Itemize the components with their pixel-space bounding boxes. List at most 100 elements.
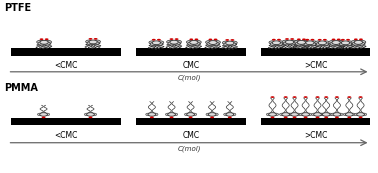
Circle shape	[44, 40, 51, 44]
Circle shape	[311, 39, 314, 41]
Circle shape	[288, 113, 294, 116]
Circle shape	[280, 113, 285, 116]
Circle shape	[273, 113, 279, 116]
Circle shape	[304, 42, 311, 45]
Bar	[261, 118, 370, 125]
Circle shape	[269, 113, 276, 116]
Circle shape	[212, 113, 218, 116]
Circle shape	[209, 41, 217, 44]
Circle shape	[294, 40, 301, 44]
Circle shape	[226, 41, 234, 45]
Circle shape	[44, 113, 50, 116]
Text: CMC: CMC	[182, 61, 200, 70]
Circle shape	[289, 42, 296, 45]
Circle shape	[210, 116, 214, 118]
Circle shape	[314, 113, 321, 116]
Circle shape	[284, 116, 288, 118]
Circle shape	[299, 113, 305, 116]
Circle shape	[316, 42, 323, 46]
Circle shape	[318, 41, 327, 45]
Circle shape	[291, 113, 298, 116]
Circle shape	[293, 116, 296, 118]
Circle shape	[152, 39, 156, 41]
Circle shape	[293, 96, 296, 98]
Circle shape	[87, 42, 94, 45]
Circle shape	[295, 42, 302, 45]
Circle shape	[88, 116, 93, 118]
Circle shape	[290, 40, 297, 43]
Circle shape	[172, 113, 178, 116]
Text: PMMA: PMMA	[4, 83, 38, 93]
Circle shape	[42, 116, 45, 118]
Circle shape	[347, 116, 351, 118]
Circle shape	[40, 40, 48, 44]
Circle shape	[207, 42, 214, 45]
Circle shape	[93, 40, 101, 43]
Circle shape	[346, 39, 350, 41]
Circle shape	[191, 113, 197, 116]
Circle shape	[336, 41, 344, 44]
Circle shape	[156, 41, 164, 44]
Circle shape	[152, 41, 161, 45]
Circle shape	[189, 38, 193, 40]
Circle shape	[318, 113, 324, 116]
Circle shape	[271, 96, 274, 98]
Circle shape	[230, 41, 237, 44]
Circle shape	[166, 113, 171, 116]
Circle shape	[148, 113, 156, 116]
Circle shape	[347, 96, 351, 98]
Text: C(mol): C(mol)	[177, 74, 201, 81]
Circle shape	[170, 116, 174, 118]
Circle shape	[266, 113, 272, 116]
Circle shape	[302, 40, 309, 44]
Circle shape	[316, 96, 319, 98]
Circle shape	[84, 113, 90, 116]
Circle shape	[341, 41, 350, 45]
Circle shape	[310, 41, 317, 44]
Circle shape	[155, 42, 163, 45]
Circle shape	[91, 113, 97, 116]
Circle shape	[231, 39, 234, 41]
Circle shape	[311, 113, 317, 116]
Circle shape	[337, 39, 341, 40]
Circle shape	[45, 38, 49, 40]
Circle shape	[329, 41, 336, 44]
Circle shape	[170, 38, 174, 40]
Circle shape	[339, 42, 347, 46]
Circle shape	[284, 96, 288, 98]
Circle shape	[43, 42, 50, 45]
Circle shape	[224, 113, 229, 116]
Circle shape	[284, 42, 291, 45]
Circle shape	[359, 96, 363, 98]
Circle shape	[225, 39, 229, 41]
Circle shape	[320, 113, 326, 116]
Circle shape	[174, 40, 181, 44]
Circle shape	[343, 113, 349, 116]
Circle shape	[302, 38, 306, 40]
Circle shape	[187, 113, 194, 116]
Circle shape	[195, 38, 198, 40]
Circle shape	[87, 113, 94, 116]
Circle shape	[338, 41, 345, 44]
Circle shape	[295, 113, 301, 116]
Circle shape	[304, 116, 308, 118]
Circle shape	[173, 42, 180, 45]
Circle shape	[290, 38, 294, 40]
Bar	[136, 118, 246, 125]
Circle shape	[271, 116, 274, 118]
Circle shape	[226, 113, 234, 116]
Circle shape	[212, 42, 219, 45]
Bar	[11, 118, 121, 125]
Circle shape	[358, 42, 364, 45]
Circle shape	[38, 42, 45, 45]
Text: <CMC: <CMC	[54, 61, 78, 70]
Circle shape	[304, 96, 308, 98]
Circle shape	[230, 113, 236, 116]
Circle shape	[335, 96, 339, 98]
Circle shape	[184, 113, 190, 116]
Circle shape	[327, 113, 332, 116]
Circle shape	[86, 40, 93, 43]
Circle shape	[357, 113, 364, 116]
Circle shape	[276, 42, 282, 45]
Text: >CMC: >CMC	[304, 131, 327, 140]
